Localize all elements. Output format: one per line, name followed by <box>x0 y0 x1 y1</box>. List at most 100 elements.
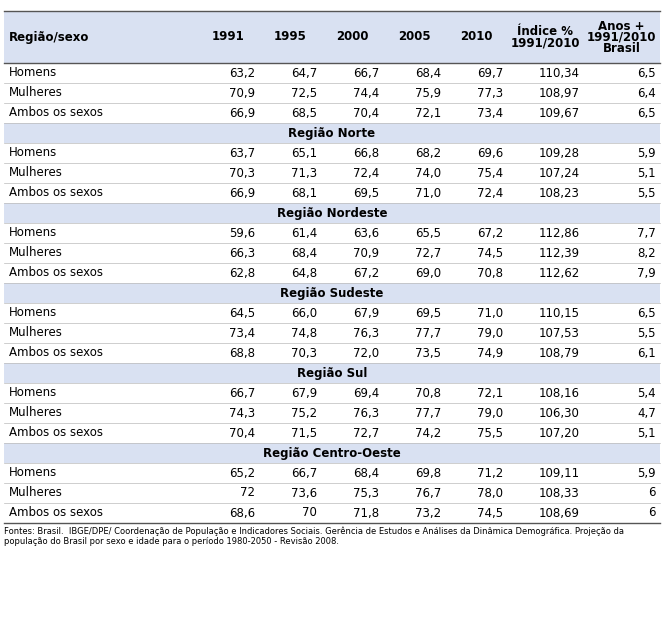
Text: 106,30: 106,30 <box>539 407 580 419</box>
Text: 66,8: 66,8 <box>353 147 379 159</box>
Text: 112,62: 112,62 <box>539 266 580 279</box>
Text: 71,0: 71,0 <box>477 307 503 320</box>
Text: 5,1: 5,1 <box>637 427 656 440</box>
Text: 76,7: 76,7 <box>415 486 441 499</box>
Text: 64,5: 64,5 <box>229 307 255 320</box>
Text: 7,9: 7,9 <box>637 266 656 279</box>
Text: Região/sexo: Região/sexo <box>9 30 90 44</box>
Text: 108,79: 108,79 <box>539 346 580 360</box>
Text: 68,4: 68,4 <box>415 67 441 80</box>
Bar <box>4 163 660 183</box>
Text: 70,9: 70,9 <box>353 246 379 259</box>
Text: 75,4: 75,4 <box>477 167 503 180</box>
Text: 75,5: 75,5 <box>477 427 503 440</box>
Text: 66,7: 66,7 <box>291 466 317 480</box>
Text: 67,9: 67,9 <box>291 386 317 399</box>
Text: 109,67: 109,67 <box>539 106 580 119</box>
Text: 71,2: 71,2 <box>477 466 503 480</box>
Text: 74,8: 74,8 <box>291 327 317 340</box>
Bar <box>4 183 660 203</box>
Text: Ambos os sexos: Ambos os sexos <box>9 187 103 200</box>
Text: 107,24: 107,24 <box>539 167 580 180</box>
Bar <box>4 11 660 63</box>
Text: 76,3: 76,3 <box>353 327 379 340</box>
Bar <box>4 423 660 443</box>
Text: 71,8: 71,8 <box>353 506 379 519</box>
Text: 79,0: 79,0 <box>477 327 503 340</box>
Text: 74,2: 74,2 <box>415 427 441 440</box>
Text: 67,2: 67,2 <box>353 266 379 279</box>
Text: 72,7: 72,7 <box>353 427 379 440</box>
Bar <box>4 403 660 423</box>
Text: 6,5: 6,5 <box>637 106 656 119</box>
Text: 109,11: 109,11 <box>539 466 580 480</box>
Text: 6: 6 <box>649 506 656 519</box>
Text: 68,1: 68,1 <box>291 187 317 200</box>
Text: 61,4: 61,4 <box>291 226 317 239</box>
Text: 69,8: 69,8 <box>415 466 441 480</box>
Text: 63,6: 63,6 <box>353 226 379 239</box>
Bar <box>4 503 660 523</box>
Text: 66,7: 66,7 <box>229 386 255 399</box>
Text: 69,5: 69,5 <box>415 307 441 320</box>
Text: 78,0: 78,0 <box>477 486 503 499</box>
Text: 68,8: 68,8 <box>229 346 255 360</box>
Text: Ambos os sexos: Ambos os sexos <box>9 427 103 440</box>
Text: 70,4: 70,4 <box>229 427 255 440</box>
Text: 69,4: 69,4 <box>353 386 379 399</box>
Bar <box>4 103 660 123</box>
Text: 73,2: 73,2 <box>415 506 441 519</box>
Text: Fontes: Brasil.  IBGE/DPE/ Coordenação de População e Indicadores Sociais. Gerên: Fontes: Brasil. IBGE/DPE/ Coordenação de… <box>4 526 624 546</box>
Text: 6,5: 6,5 <box>637 67 656 80</box>
Bar <box>4 443 660 463</box>
Text: 68,2: 68,2 <box>415 147 441 159</box>
Text: 77,3: 77,3 <box>477 86 503 100</box>
Text: Mulheres: Mulheres <box>9 486 63 499</box>
Bar <box>4 143 660 163</box>
Text: 6: 6 <box>649 486 656 499</box>
Text: 73,5: 73,5 <box>415 346 441 360</box>
Text: 5,9: 5,9 <box>637 466 656 480</box>
Text: 66,7: 66,7 <box>353 67 379 80</box>
Bar <box>4 463 660 483</box>
Text: 72,5: 72,5 <box>291 86 317 100</box>
Text: 70,8: 70,8 <box>415 386 441 399</box>
Text: 72,4: 72,4 <box>353 167 379 180</box>
Text: 70,3: 70,3 <box>229 167 255 180</box>
Text: 75,9: 75,9 <box>415 86 441 100</box>
Text: 73,4: 73,4 <box>229 327 255 340</box>
Text: 110,15: 110,15 <box>539 307 580 320</box>
Text: 6,1: 6,1 <box>637 346 656 360</box>
Text: Mulheres: Mulheres <box>9 407 63 419</box>
Text: 65,2: 65,2 <box>229 466 255 480</box>
Bar <box>4 343 660 363</box>
Text: 66,9: 66,9 <box>229 106 255 119</box>
Text: 66,0: 66,0 <box>291 307 317 320</box>
Text: Região Centro-Oeste: Região Centro-Oeste <box>263 447 401 460</box>
Text: 6,5: 6,5 <box>637 307 656 320</box>
Bar <box>4 303 660 323</box>
Text: Região Nordeste: Região Nordeste <box>277 207 387 220</box>
Text: Homens: Homens <box>9 386 57 399</box>
Bar <box>4 283 660 303</box>
Text: 70,3: 70,3 <box>291 346 317 360</box>
Text: 68,4: 68,4 <box>291 246 317 259</box>
Text: 5,4: 5,4 <box>637 386 656 399</box>
Text: Homens: Homens <box>9 147 57 159</box>
Text: 5,1: 5,1 <box>637 167 656 180</box>
Text: 67,2: 67,2 <box>477 226 503 239</box>
Text: 5,9: 5,9 <box>637 147 656 159</box>
Text: 2010: 2010 <box>459 30 492 44</box>
Text: 69,6: 69,6 <box>477 147 503 159</box>
Text: 107,53: 107,53 <box>539 327 580 340</box>
Text: 108,69: 108,69 <box>539 506 580 519</box>
Text: 76,3: 76,3 <box>353 407 379 419</box>
Text: 108,97: 108,97 <box>539 86 580 100</box>
Text: 1991: 1991 <box>212 30 244 44</box>
Text: 74,9: 74,9 <box>477 346 503 360</box>
Text: 64,8: 64,8 <box>291 266 317 279</box>
Text: Anos +: Anos + <box>598 19 645 32</box>
Text: 63,7: 63,7 <box>229 147 255 159</box>
Text: 1991/2010: 1991/2010 <box>587 30 657 44</box>
Text: 108,16: 108,16 <box>539 386 580 399</box>
